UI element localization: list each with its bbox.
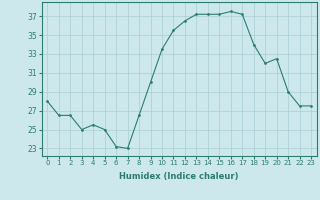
X-axis label: Humidex (Indice chaleur): Humidex (Indice chaleur) [119,172,239,181]
